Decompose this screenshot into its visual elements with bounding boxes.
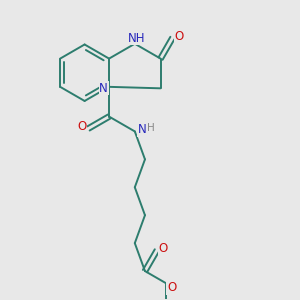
Text: N: N xyxy=(138,123,146,136)
Text: NH: NH xyxy=(128,32,145,45)
Text: O: O xyxy=(167,281,176,294)
Text: O: O xyxy=(174,30,184,43)
Text: O: O xyxy=(159,242,168,256)
Text: N: N xyxy=(99,82,108,95)
Text: H: H xyxy=(147,123,155,133)
Text: O: O xyxy=(77,121,87,134)
